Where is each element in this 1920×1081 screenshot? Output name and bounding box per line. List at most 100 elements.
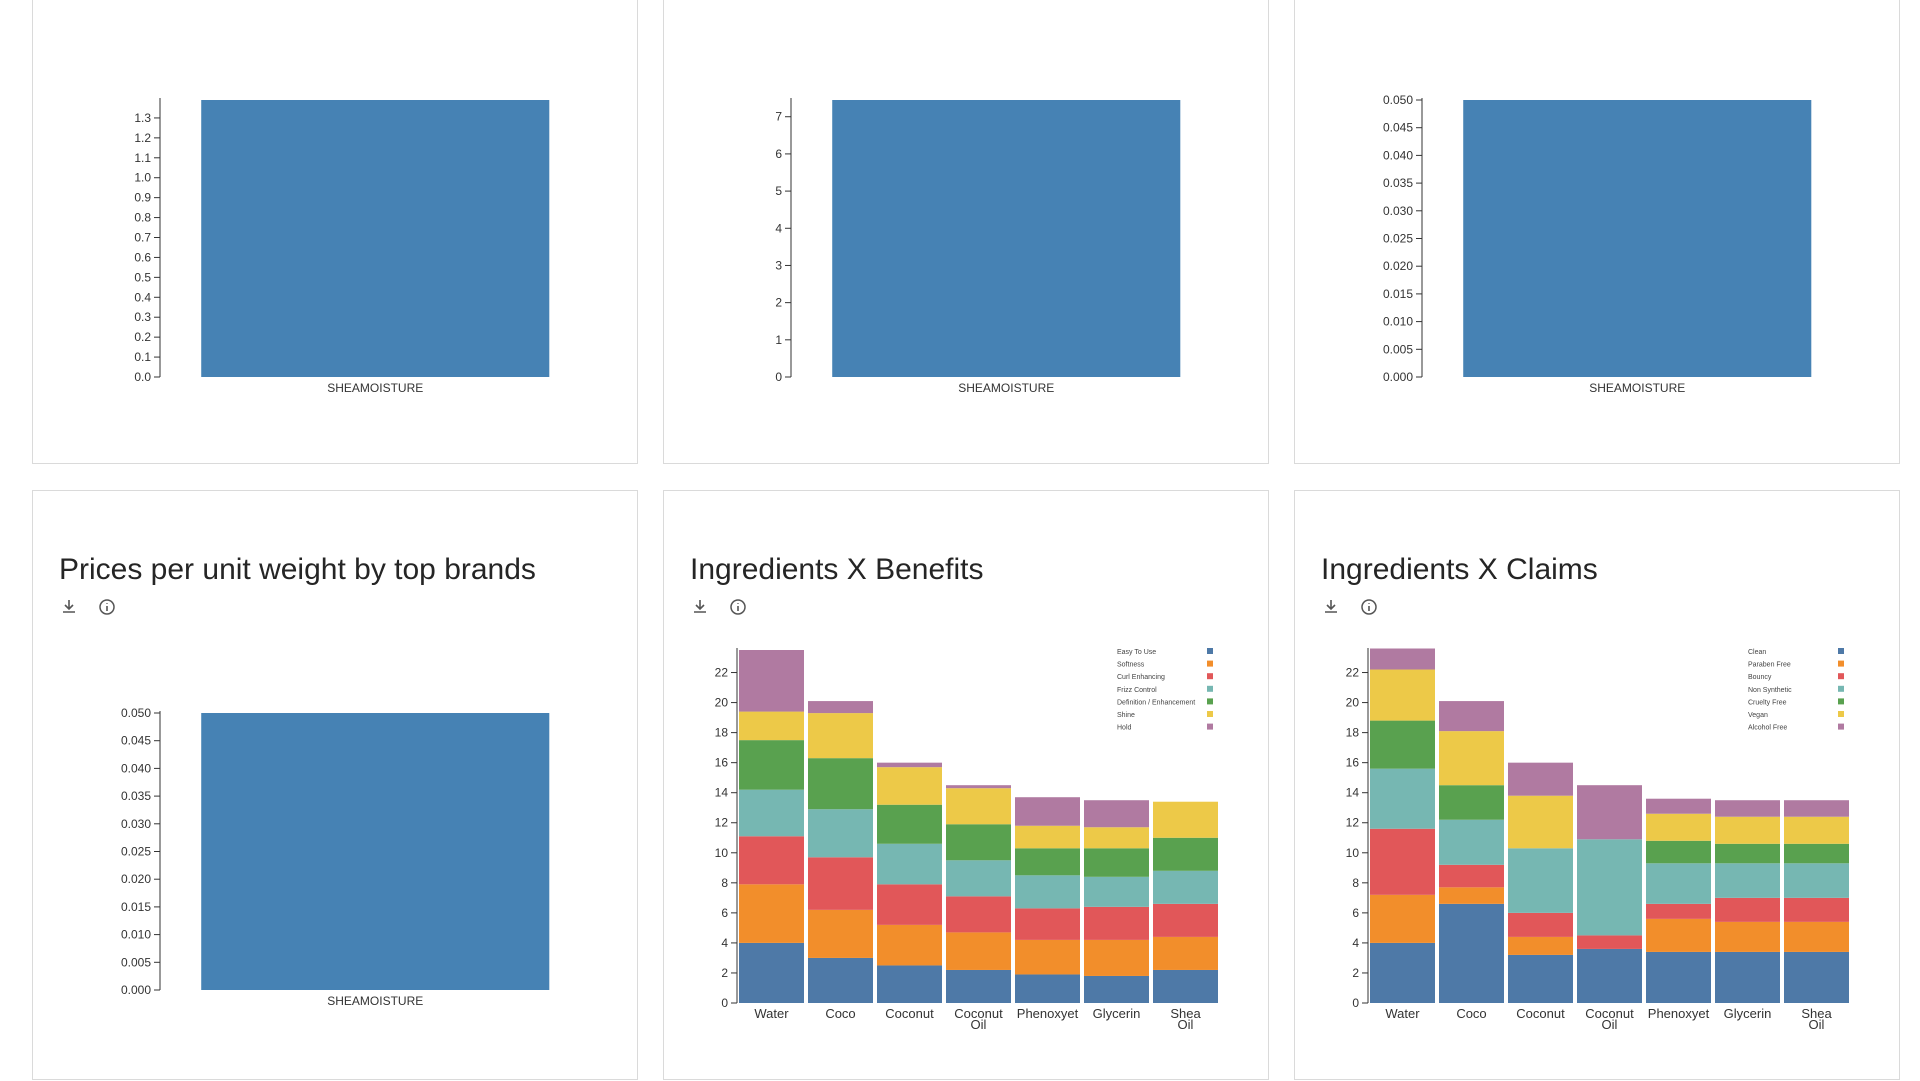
x-tick-label: Phenoxyet: [1017, 1006, 1079, 1021]
y-tick-label: 0.050: [121, 706, 151, 720]
info-icon[interactable]: [97, 597, 117, 617]
bar-segment: [877, 804, 942, 844]
y-tick-label: 0.035: [121, 789, 151, 803]
x-tick-label: Oil: [1809, 1017, 1825, 1032]
y-tick-label: 0.000: [1383, 370, 1413, 384]
bar-segment: [1439, 701, 1504, 732]
bar-segment: [1577, 839, 1642, 936]
info-icon[interactable]: [728, 597, 748, 617]
bar-segment: [1015, 974, 1080, 1003]
x-tick-label: Coconut: [1516, 1006, 1565, 1021]
y-tick-label: 0.000: [121, 983, 151, 997]
legend-label: Alcohol Free: [1748, 725, 1787, 732]
bar-segment: [1370, 720, 1435, 769]
bar-segment: [739, 740, 804, 790]
x-tick-label: Coconut: [1585, 1006, 1634, 1021]
bar-segment: [739, 942, 804, 1003]
bar-segment: [808, 957, 873, 1003]
y-tick-label: 0.8: [134, 211, 151, 225]
y-tick-label: 8: [1352, 876, 1359, 890]
chart-card-claims: Ingredients X Claims 0 2 4 6 8 10 12 14 16 18 20 22…: [1294, 490, 1900, 1080]
y-tick-label: 0.005: [1383, 342, 1413, 356]
chart-card-2: 0 1 2 3 4 5 6 7 SHEAMOISTURE: [663, 0, 1269, 464]
y-tick-label: 0.025: [1383, 232, 1413, 246]
card-title: Ingredients X Benefits: [690, 553, 984, 586]
y-tick-label: 10: [715, 846, 729, 860]
y-tick-label: 20: [1346, 696, 1360, 710]
bar-segment: [1084, 975, 1149, 1003]
y-tick-label: 0.015: [1383, 287, 1413, 301]
legend-swatch: [1838, 648, 1844, 654]
y-tick-label: 8: [721, 876, 728, 890]
y-tick-label: 0: [775, 370, 782, 384]
legend-label: Definition / Enhancement: [1117, 699, 1195, 706]
x-tick-label: Phenoxyet: [1648, 1006, 1710, 1021]
bar-segment: [946, 932, 1011, 970]
bar-segment: [808, 713, 873, 759]
bar-segment: [1715, 897, 1780, 922]
bar-segment: [1370, 669, 1435, 721]
x-tick-label: Water: [1385, 1006, 1420, 1021]
bar-segment: [1084, 876, 1149, 907]
y-tick-label: 6: [721, 906, 728, 920]
bar-segment: [1577, 785, 1642, 840]
y-tick-label: 4: [1352, 936, 1359, 950]
legend-label: Paraben Free: [1748, 662, 1791, 669]
legend-label: Non Synthetic: [1748, 687, 1792, 694]
bar-segment: [1370, 894, 1435, 943]
legend-swatch: [1838, 685, 1844, 692]
bar-segment: [1784, 897, 1849, 922]
bar-segment: [1153, 936, 1218, 970]
download-icon[interactable]: [690, 597, 710, 617]
bar-segment: [1015, 875, 1080, 909]
bar-segment: [808, 857, 873, 910]
y-tick-label: 1.3: [134, 111, 151, 125]
bar-segment: [1784, 863, 1849, 898]
x-tick-label: Coco: [1456, 1006, 1486, 1021]
bar-segment: [946, 788, 1011, 825]
bar-segment: [1370, 648, 1435, 670]
x-tick-label: Shea: [1170, 1006, 1201, 1021]
y-tick-label: 14: [1346, 786, 1360, 800]
x-tick-label: Glycerin: [1093, 1006, 1141, 1021]
bar-segment: [1646, 951, 1711, 1003]
legend-swatch: [1838, 723, 1844, 730]
legend-swatch: [1838, 711, 1844, 717]
y-tick-label: 0.0: [134, 370, 151, 384]
bar-segment: [1646, 813, 1711, 841]
bar: [832, 100, 1181, 377]
legend-label: Vegan: [1748, 712, 1768, 719]
y-tick-label: 5: [775, 184, 782, 198]
info-icon[interactable]: [1359, 597, 1379, 617]
bar-segment: [1370, 828, 1435, 895]
bar-segment: [1153, 870, 1218, 904]
y-tick-label: 1.0: [134, 171, 151, 185]
y-tick-label: 0: [1352, 996, 1359, 1010]
claims-chart-svg: 0 2 4 6 8 10 12 14 16 18 20 22 Water Coco Coconut Cocon…: [1346, 648, 1849, 1032]
bar-segment: [1784, 800, 1849, 817]
chart-card-1: 0.0 0.1 0.2 0.3 0.4 0.5 0.6 0.7 0.8 0.9 1.0 1.1 1.2 1…: [32, 0, 638, 464]
bar-segment: [877, 767, 942, 805]
download-icon[interactable]: [59, 597, 79, 617]
x-tick-label: Oil: [1178, 1017, 1194, 1032]
chart-3-svg: 0.000 0.005 0.010 0.015 0.020 0.025 0.030 0.035…: [1383, 93, 1812, 395]
download-icon[interactable]: [1321, 597, 1341, 617]
bar-segment: [1577, 935, 1642, 949]
bar-segment: [877, 884, 942, 925]
y-tick-label: 0.020: [1383, 259, 1413, 273]
bar-segment: [1015, 848, 1080, 876]
bar-segment: [1715, 843, 1780, 864]
bar-segment: [1084, 800, 1149, 828]
y-tick-label: 18: [715, 726, 729, 740]
y-tick-label: 3: [775, 258, 782, 272]
legend-label: Clean: [1748, 649, 1766, 656]
bar-segment: [1646, 863, 1711, 904]
bar-segment: [1508, 912, 1573, 937]
x-tick-label: SHEAMOISTURE: [327, 994, 423, 1008]
y-tick-label: 0.005: [121, 955, 151, 969]
bar-segment: [1784, 843, 1849, 864]
bar-segment: [1508, 936, 1573, 955]
y-tick-label: 22: [1346, 666, 1360, 680]
x-tick-label: Coconut: [954, 1006, 1003, 1021]
bar-segment: [1577, 948, 1642, 1003]
